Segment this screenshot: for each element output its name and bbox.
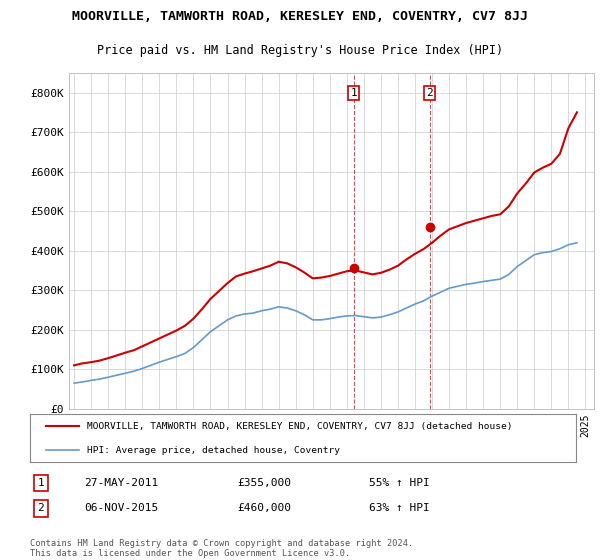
Text: £355,000: £355,000 <box>238 478 292 488</box>
Text: £460,000: £460,000 <box>238 503 292 513</box>
Text: 2: 2 <box>38 503 44 513</box>
Text: Price paid vs. HM Land Registry's House Price Index (HPI): Price paid vs. HM Land Registry's House … <box>97 44 503 57</box>
Text: 1: 1 <box>38 478 44 488</box>
Text: 55% ↑ HPI: 55% ↑ HPI <box>368 478 429 488</box>
Text: 63% ↑ HPI: 63% ↑ HPI <box>368 503 429 513</box>
Text: MOORVILLE, TAMWORTH ROAD, KERESLEY END, COVENTRY, CV7 8JJ (detached house): MOORVILLE, TAMWORTH ROAD, KERESLEY END, … <box>88 422 513 431</box>
Text: 27-MAY-2011: 27-MAY-2011 <box>85 478 159 488</box>
Text: 2: 2 <box>426 88 433 98</box>
Text: HPI: Average price, detached house, Coventry: HPI: Average price, detached house, Cove… <box>88 446 340 455</box>
Text: 1: 1 <box>350 88 357 98</box>
Text: MOORVILLE, TAMWORTH ROAD, KERESLEY END, COVENTRY, CV7 8JJ: MOORVILLE, TAMWORTH ROAD, KERESLEY END, … <box>72 10 528 23</box>
Text: Contains HM Land Registry data © Crown copyright and database right 2024.
This d: Contains HM Land Registry data © Crown c… <box>30 539 413 558</box>
Text: 06-NOV-2015: 06-NOV-2015 <box>85 503 159 513</box>
